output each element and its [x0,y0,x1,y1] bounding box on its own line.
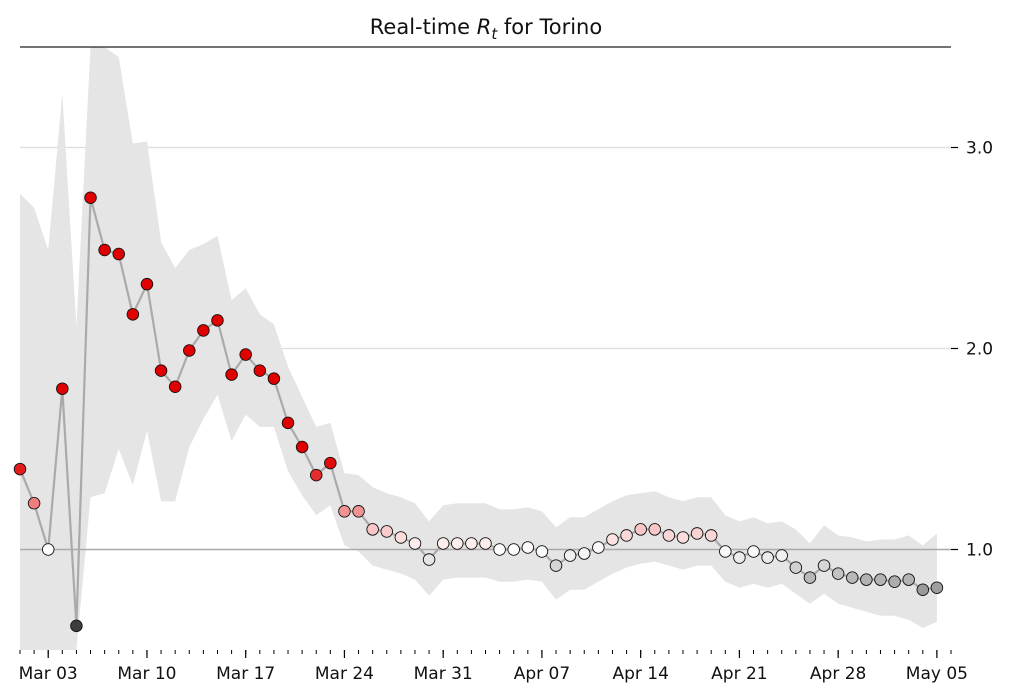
x-tick-label: Apr 28 [810,664,866,684]
data-point [775,549,788,562]
data-point [479,537,492,550]
data-point [366,523,379,536]
data-point [253,364,267,377]
data-point [648,523,662,536]
data-point [309,468,323,482]
y-tick-label: 1.0 [966,541,993,561]
data-point [380,525,394,538]
data-point [803,571,817,584]
data-point [281,416,295,430]
data-point [197,324,210,337]
data-point [761,551,774,564]
data-point [154,364,168,377]
data-point [747,545,760,558]
title-suffix: for Torino [497,15,602,39]
data-point [535,545,549,558]
data-point [239,348,252,361]
y-tick-label: 3.0 [966,139,993,159]
title-prefix: Real-time [370,15,477,39]
data-point [888,575,901,588]
data-point [930,581,944,594]
data-point [831,567,845,580]
data-point [606,533,619,546]
data-point [662,529,676,542]
data-point [295,440,309,454]
x-tick-label: Mar 24 [315,664,374,684]
data-point [408,537,422,550]
data-point [733,551,746,564]
x-tick-label: Mar 17 [216,664,275,684]
data-point [860,573,873,586]
x-tick-label: May 05 [906,664,968,684]
data-point [267,372,281,385]
title-variable: R [477,15,492,39]
data-point [719,545,732,558]
data-point [704,529,718,542]
data-point [902,573,915,586]
data-point [874,573,887,586]
y-tick-label: 2.0 [966,340,993,360]
data-point [168,380,182,393]
x-tick-label: Mar 10 [117,664,176,684]
x-tick-label: Apr 07 [514,664,570,684]
data-point [352,505,365,518]
data-point [225,368,238,381]
data-point [634,523,647,536]
title-subscript: t [491,25,498,43]
data-point [521,541,535,554]
data-point [592,541,605,554]
x-tick-label: Apr 14 [612,664,668,684]
data-point [563,549,577,562]
data-point [13,462,27,476]
x-tick-label: Mar 03 [19,664,78,684]
data-point [451,537,464,550]
data-point [56,382,69,395]
data-point [577,547,591,560]
data-point [676,531,690,544]
data-point [84,191,97,204]
data-point [140,277,154,291]
data-point [789,561,803,574]
data-point [620,529,633,542]
data-point [549,559,563,572]
data-point [112,247,125,261]
chart-title: Real-time Rt for Torino [370,15,602,43]
data-point [41,543,55,556]
data-point [211,314,224,327]
data-point [493,543,506,556]
data-point [394,531,408,544]
data-point [465,537,478,550]
x-tick-label: Apr 21 [711,664,767,684]
data-point [846,571,859,584]
data-point [338,505,351,518]
data-point [690,527,704,540]
data-point [324,456,337,470]
data-point [817,559,831,572]
confidence-band [20,47,937,650]
data-point [183,344,196,357]
data-point [98,243,111,257]
data-point [422,553,436,566]
data-point [126,308,140,321]
plot-area: 1.0 2.0 3.0 Mar 03 Mar 10 Mar 17 Mar 24 Mar 31 A… [13,46,993,684]
data-point [70,619,83,633]
data-point [916,583,930,596]
data-point [507,543,520,556]
x-tick-label: Mar 31 [414,664,473,684]
data-point [27,497,41,510]
data-point [436,537,450,550]
